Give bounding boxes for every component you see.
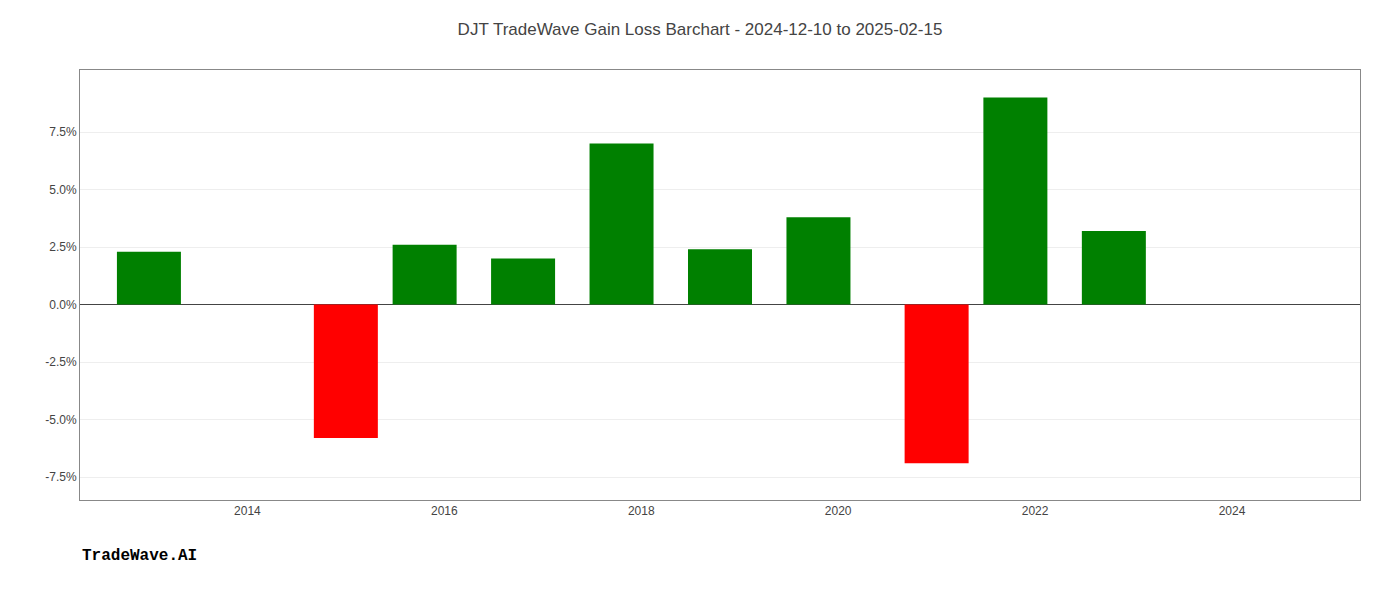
svg-text:2018: 2018	[628, 504, 655, 518]
svg-text:5.0%: 5.0%	[49, 183, 77, 197]
svg-text:0.0%: 0.0%	[49, 298, 77, 312]
svg-text:DJT TradeWave Gain Loss Barcha: DJT TradeWave Gain Loss Barchart - 2024-…	[458, 20, 943, 39]
svg-text:2022: 2022	[1022, 504, 1049, 518]
svg-text:2014: 2014	[234, 504, 261, 518]
svg-text:2020: 2020	[825, 504, 852, 518]
svg-text:TradeWave.AI: TradeWave.AI	[82, 547, 197, 565]
svg-text:2016: 2016	[431, 504, 458, 518]
svg-text:2024: 2024	[1219, 504, 1246, 518]
svg-text:2.5%: 2.5%	[49, 240, 77, 254]
svg-text:7.5%: 7.5%	[49, 125, 77, 139]
svg-text:-7.5%: -7.5%	[45, 470, 77, 484]
svg-text:-5.0%: -5.0%	[45, 413, 77, 427]
svg-text:-2.5%: -2.5%	[45, 355, 77, 369]
